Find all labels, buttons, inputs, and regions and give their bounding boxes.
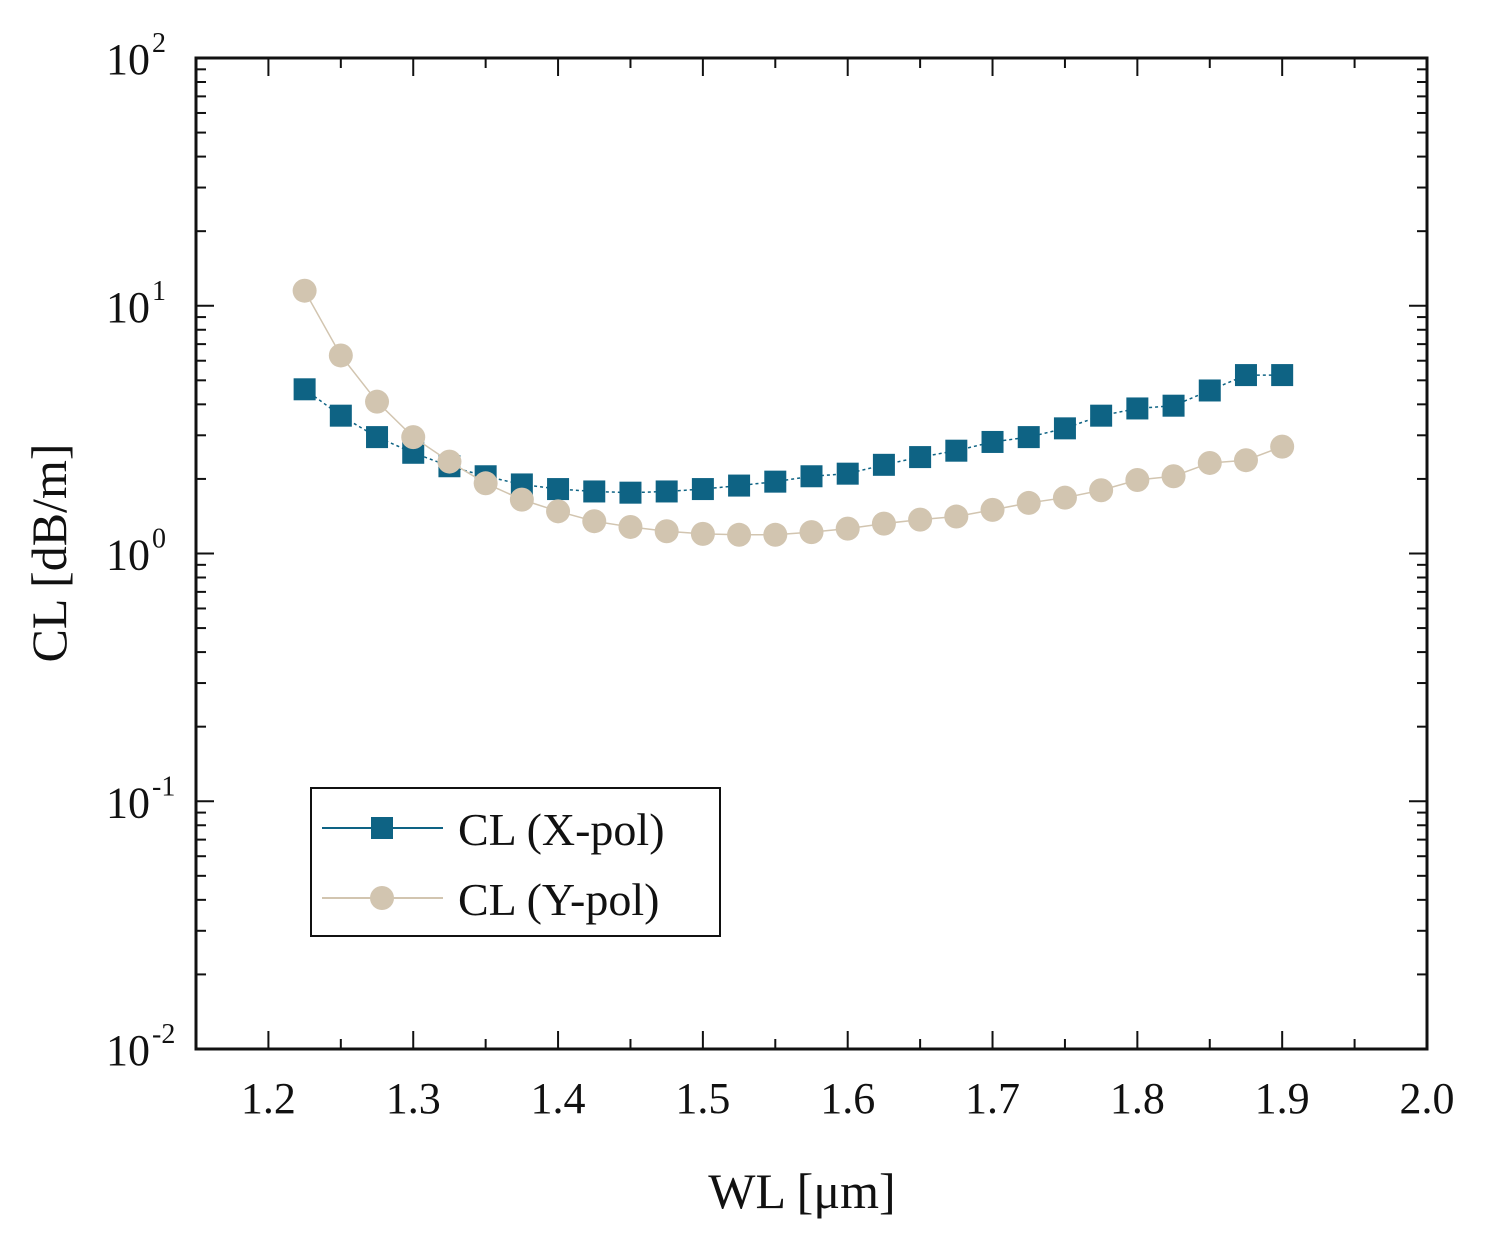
data-point-circle — [727, 522, 752, 547]
y-tick-exponent: -2 — [152, 1019, 175, 1050]
x-tick-label: 2.0 — [1400, 1074, 1455, 1123]
data-point-circle — [908, 507, 933, 532]
data-point-circle — [944, 504, 969, 529]
y-tick-label: 10 — [106, 1026, 150, 1075]
data-point-square — [1234, 364, 1257, 387]
data-point-circle — [1161, 464, 1186, 489]
data-point-circle — [582, 509, 607, 534]
data-point-square — [293, 378, 316, 401]
y-tick-label: 10 — [106, 778, 150, 827]
data-point-circle — [1052, 485, 1077, 510]
data-point-circle — [473, 471, 498, 496]
data-point-circle — [618, 514, 643, 539]
x-tick-label: 1.7 — [965, 1074, 1020, 1123]
x-tick-label: 1.6 — [820, 1074, 875, 1123]
series-x-pol — [293, 364, 1294, 504]
y-tick-label: 10 — [106, 531, 150, 580]
y-tick-exponent: 1 — [152, 276, 166, 307]
legend-x-pol-marker — [371, 817, 393, 839]
data-point-circle — [365, 389, 390, 414]
data-point-square — [1162, 394, 1185, 417]
data-point-circle — [1270, 434, 1295, 459]
data-point-square — [800, 465, 823, 488]
data-point-circle — [401, 425, 426, 450]
data-point-square — [329, 404, 352, 427]
data-point-circle — [654, 519, 679, 544]
x-tick-label: 1.5 — [675, 1074, 730, 1123]
data-point-square — [764, 470, 787, 493]
data-point-square — [619, 481, 642, 504]
data-point-circle — [292, 278, 317, 303]
series-line — [304, 374, 1283, 494]
plot-frame — [194, 56, 1429, 1051]
data-point-square — [1017, 426, 1040, 449]
data-point-circle — [1089, 478, 1114, 503]
x-tick-labels: 1.2 1.3 1.4 1.5 1.6 1.7 1.8 1.9 2.0 — [241, 1074, 1455, 1123]
data-point-square — [1090, 404, 1113, 427]
data-point-circle — [1197, 450, 1222, 475]
y-tick-exponent: 2 — [152, 28, 166, 59]
data-point-circle — [980, 497, 1005, 522]
data-point-circle — [871, 511, 896, 536]
data-point-square — [691, 478, 714, 501]
data-point-circle — [1016, 490, 1041, 515]
y-tick-exponent: 0 — [152, 524, 166, 555]
data-point-square — [872, 453, 895, 476]
data-point-circle — [509, 487, 534, 512]
data-point-circle — [1233, 448, 1258, 473]
x-tick-label: 1.9 — [1255, 1074, 1310, 1123]
data-point-square — [836, 462, 859, 485]
data-point-square — [728, 474, 751, 497]
legend-x-pol-label: CL (X-pol) — [458, 804, 665, 855]
data-point-square — [366, 426, 389, 449]
data-point-circle — [690, 521, 715, 546]
data-point-square — [1053, 417, 1076, 440]
data-point-circle — [546, 499, 571, 524]
legend-y-pol-marker — [370, 886, 394, 910]
x-axis-label: WL [μm] — [708, 1163, 895, 1219]
y-axis-label: CL [dB/m] — [21, 444, 77, 663]
legend: CL (X-pol) CL (Y-pol) — [310, 787, 721, 937]
data-point-circle — [328, 343, 353, 368]
data-point-square — [547, 478, 570, 501]
data-point-circle — [835, 516, 860, 541]
data-point-circle — [763, 522, 788, 547]
data-point-circle — [1125, 468, 1150, 493]
data-series — [292, 278, 1295, 547]
data-point-square — [1271, 364, 1294, 387]
data-point-square — [655, 480, 678, 503]
data-point-square — [583, 480, 606, 503]
y-tick-label: 10 — [106, 283, 150, 332]
series-line — [303, 290, 1283, 536]
data-point-square — [1126, 397, 1149, 420]
y-tick-exponent: -1 — [152, 771, 175, 802]
x-tick-label: 1.8 — [1110, 1074, 1165, 1123]
data-point-circle — [437, 449, 462, 474]
data-point-square — [909, 446, 932, 469]
x-tick-label: 1.2 — [241, 1074, 296, 1123]
data-point-circle — [799, 520, 824, 545]
data-point-square — [945, 439, 968, 462]
legend-y-pol-label: CL (Y-pol) — [458, 874, 659, 925]
x-tick-label: 1.3 — [386, 1074, 441, 1123]
y-tick-label: 10 — [106, 35, 150, 84]
data-point-square — [1198, 379, 1221, 402]
series-y-pol — [292, 278, 1295, 547]
x-tick-label: 1.4 — [531, 1074, 586, 1123]
legend-box — [310, 787, 721, 937]
data-point-square — [981, 430, 1004, 453]
